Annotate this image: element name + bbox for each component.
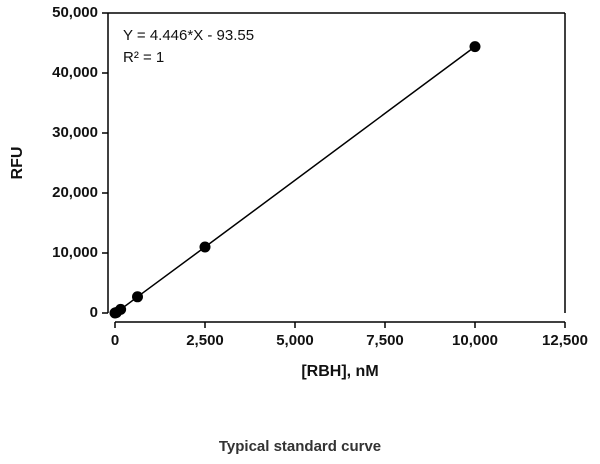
x-tick-label: 12,500	[542, 332, 588, 349]
x-tick-label: 7,500	[366, 332, 404, 349]
x-tick-label: 2,500	[186, 332, 224, 349]
y-tick-label: 40,000	[52, 64, 98, 81]
y-axis-title: RFU	[9, 147, 26, 180]
equation: Y = 4.446*X - 93.55	[123, 27, 254, 44]
y-tick-label: 20,000	[52, 184, 98, 201]
y-tick-label: 50,000	[52, 4, 98, 21]
y-tick-label: 30,000	[52, 124, 98, 141]
fit-line	[114, 45, 476, 314]
y-tick-label: 0	[90, 304, 98, 321]
x-tick-label: 10,000	[452, 332, 498, 349]
x-axis-title: [RBH], nM	[301, 363, 378, 380]
r-squared: R² = 1	[123, 49, 164, 66]
data-point	[469, 41, 481, 53]
x-tick-label: 5,000	[276, 332, 314, 349]
caption: Typical standard curve	[219, 438, 381, 455]
data-point	[199, 241, 211, 253]
data-point	[132, 291, 143, 303]
data-point	[115, 303, 127, 315]
x-tick-label: 0	[111, 332, 119, 349]
y-tick-label: 10,000	[52, 244, 98, 261]
